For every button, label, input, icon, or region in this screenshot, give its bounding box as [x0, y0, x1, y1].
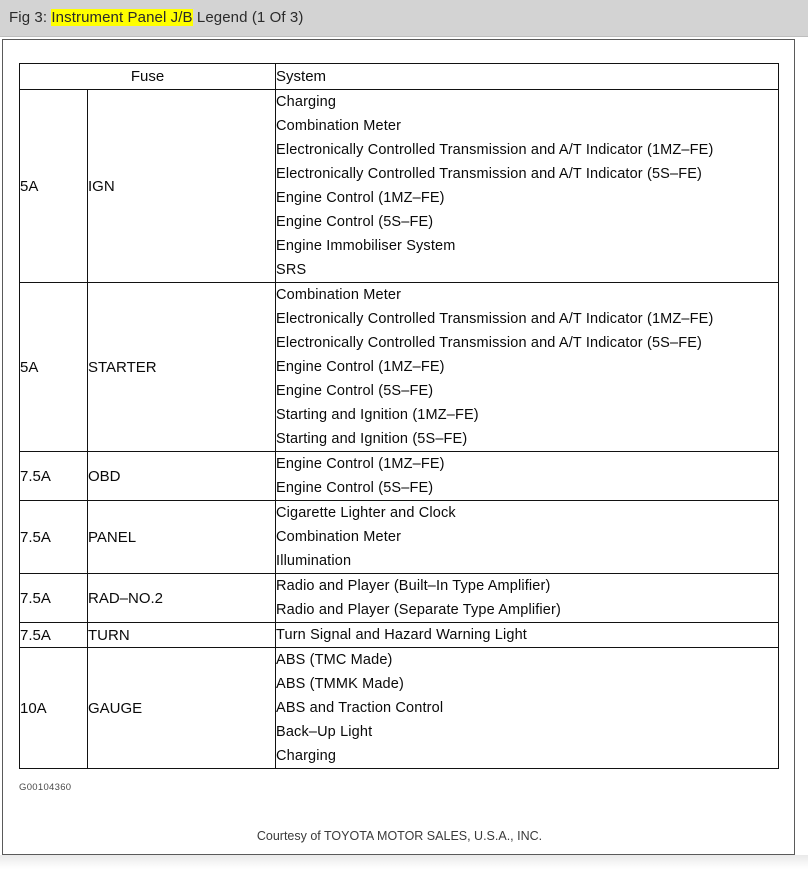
system-entry: Charging — [276, 94, 337, 110]
fuse-amperage-cell: 7.5A — [19, 573, 88, 623]
system-entry: Combination Meter — [276, 529, 402, 545]
table-row: 5A IGN Charging Combination Meter Electronic… — [19, 89, 779, 283]
table-header-row: Fuse System — [18, 63, 779, 90]
table-row: 7.5A TURN Turn Signal and Hazard Warning L… — [19, 622, 779, 648]
system-entry: Electronically Controlled Transmission a… — [276, 142, 714, 158]
system-entry: Engine Control (5S–FE) — [276, 214, 434, 230]
table-row: 7.5A OBD Engine Control (1MZ–FE) Engine Con… — [19, 451, 779, 501]
fuse-amperage-cell: 7.5A — [19, 451, 88, 501]
table-body: 5A IGN Charging Combination Meter Electronic… — [19, 89, 779, 769]
system-entry: Engine Control (5S–FE) — [276, 383, 434, 399]
table-row: 5A STARTER Combination Meter Electronically… — [19, 282, 779, 452]
title-prefix: Fig 3: — [9, 9, 52, 26]
system-entry: Cigarette Lighter and Clock — [276, 505, 456, 521]
system-entry: Engine Immobiliser System — [276, 238, 456, 254]
figure-title-bar: Fig 3: Instrument Panel J/B Legend (1 Of… — [0, 0, 808, 37]
fuse-amperage-cell: 7.5A — [19, 500, 88, 574]
system-entry: ABS (TMMK Made) — [276, 676, 404, 692]
courtesy-note: Courtesy of TOYOTA MOTOR SALES, U.S.A., … — [256, 829, 543, 843]
system-entry: SRS — [276, 262, 307, 278]
system-entry: Starting and Ignition (5S–FE) — [276, 431, 468, 447]
fuse-name-cell: PANEL — [86, 500, 277, 574]
system-entry: Radio and Player (Separate Type Amplifie… — [276, 602, 561, 618]
system-entry: Back–Up Light — [276, 724, 373, 740]
table-header: Fuse System — [18, 63, 779, 90]
system-entry: ABS (TMC Made) — [276, 652, 393, 668]
title-highlight: Instrument Panel J/B — [51, 9, 193, 26]
system-list-cell: ABS (TMC Made) ABS (TMMK Made) ABS and Tra… — [275, 647, 779, 769]
column-header-fuse: Fuse — [18, 63, 277, 90]
page-shadow — [0, 855, 808, 869]
system-entry: Engine Control (1MZ–FE) — [276, 190, 445, 206]
system-list-cell: Charging Combination Meter Electronically … — [275, 89, 779, 283]
system-entry: Illumination — [276, 553, 352, 569]
system-list-cell: Turn Signal and Hazard Warning Light — [275, 622, 779, 648]
system-entry: Engine Control (1MZ–FE) — [276, 359, 445, 375]
figure-code: G00104360 — [19, 782, 72, 793]
system-list-cell: Cigarette Lighter and Clock Combination M… — [275, 500, 779, 574]
fuse-name-cell: IGN — [86, 89, 277, 283]
fuse-name-cell: RAD–NO.2 — [86, 573, 277, 623]
system-entry: Turn Signal and Hazard Warning Light — [276, 627, 527, 643]
system-entry: Combination Meter — [276, 118, 402, 134]
fuse-name-cell: GAUGE — [86, 647, 277, 769]
fuse-legend-table: Fuse System 5A IGN Charging Combination Met… — [18, 63, 779, 769]
figure-page: Fuse System 5A IGN Charging Combination Met… — [2, 39, 795, 855]
system-list-cell: Combination Meter Electronically Controll… — [275, 282, 779, 452]
table-row: 7.5A RAD–NO.2 Radio and Player (Built–In T… — [19, 573, 779, 623]
column-header-system: System — [275, 63, 779, 90]
fuse-name-cell: STARTER — [86, 282, 277, 452]
system-entry: Starting and Ignition (1MZ–FE) — [276, 407, 479, 423]
system-entry: Combination Meter — [276, 287, 402, 303]
system-entry: Charging — [276, 748, 337, 764]
system-list-cell: Engine Control (1MZ–FE) Engine Control (5… — [275, 451, 779, 501]
system-entry: Electronically Controlled Transmission a… — [276, 311, 714, 327]
fuse-amperage-cell: 7.5A — [19, 622, 88, 648]
fuse-amperage-cell: 5A — [19, 282, 88, 452]
system-entry: Electronically Controlled Transmission a… — [276, 335, 703, 351]
system-entry: ABS and Traction Control — [276, 700, 444, 716]
page-title: Fig 3: Instrument Panel J/B Legend (1 Of… — [9, 9, 303, 26]
system-entry: Radio and Player (Built–In Type Amplifie… — [276, 578, 551, 594]
title-suffix: Legend (1 Of 3) — [192, 9, 304, 26]
system-entry: Electronically Controlled Transmission a… — [276, 166, 703, 182]
table-row: 7.5A PANEL Cigarette Lighter and Clock Comb… — [19, 500, 779, 574]
system-entry: Engine Control (1MZ–FE) — [276, 456, 445, 472]
system-list-cell: Radio and Player (Built–In Type Amplifie… — [275, 573, 779, 623]
fuse-name-cell: OBD — [86, 451, 277, 501]
fuse-amperage-cell: 5A — [19, 89, 88, 283]
table-row: 10A GAUGE ABS (TMC Made) ABS (TMMK Made) ABS… — [19, 647, 779, 769]
fuse-amperage-cell: 10A — [19, 647, 88, 769]
fuse-name-cell: TURN — [86, 622, 277, 648]
system-entry: Engine Control (5S–FE) — [276, 480, 434, 496]
